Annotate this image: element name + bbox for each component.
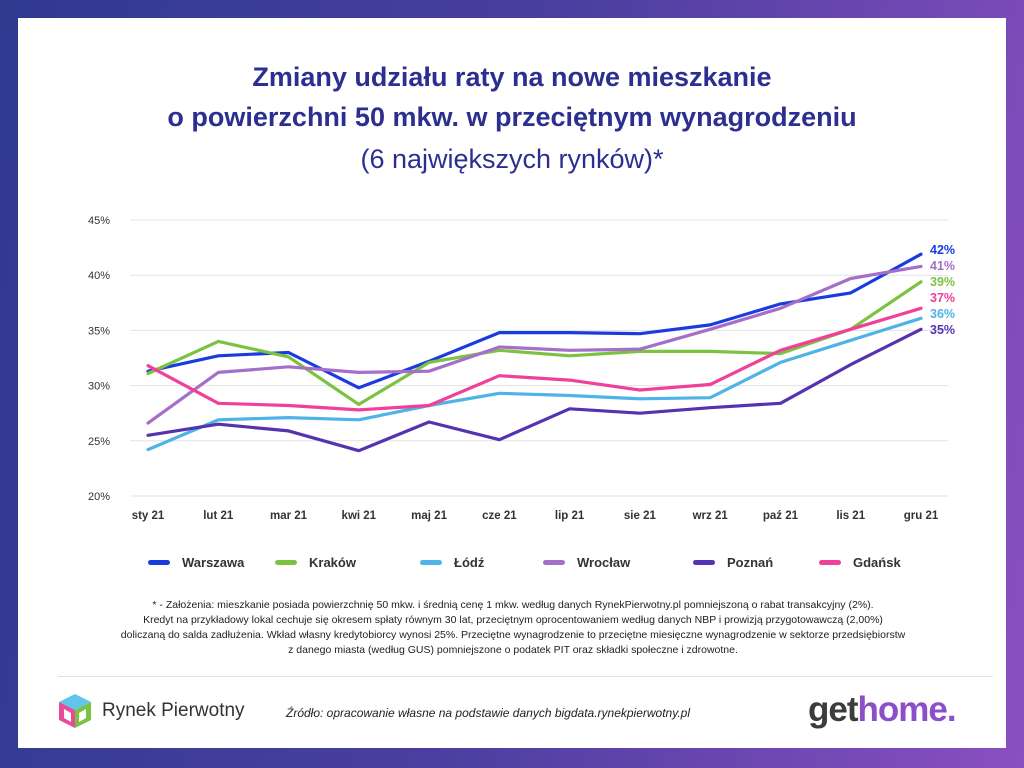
chart-title-line2: o powierzchni 50 mkw. w przeciętnym wyna…	[167, 102, 857, 132]
rynek-pierwotny-logo: Rynek Pierwotny	[56, 692, 245, 730]
legend-item: Poznań	[693, 555, 773, 570]
series-line-kraków	[146, 280, 923, 406]
legend-swatch	[693, 560, 715, 565]
logo-home-text: home.	[857, 690, 957, 729]
x-tick-label: lut 21	[203, 510, 234, 522]
x-tick-label: sty 21	[132, 510, 165, 522]
end-data-label: 37%	[930, 291, 955, 305]
series-line-wrocław	[146, 264, 923, 425]
y-tick-label: 20%	[88, 491, 110, 503]
chart-legend: Warszawa Kraków Łódź Wrocław Poznań Gdańsk	[148, 555, 908, 575]
x-tick-label: paź 21	[763, 510, 799, 522]
gethome-logo: gethome.	[808, 690, 957, 730]
legend-label: Warszawa	[182, 555, 245, 570]
y-tick-label: 35%	[88, 325, 110, 337]
line-chart: 20% 25% 30% 35% 40% 45% sty 21 lut 21 mar 21 kwi …	[88, 215, 955, 522]
legend-label: Poznań	[727, 555, 774, 570]
logo-get-text: get	[808, 690, 858, 729]
end-data-label: 42%	[930, 243, 955, 257]
footnote-line: z danego miasta (według GUS) pomniejszon…	[288, 644, 738, 656]
end-data-label: 36%	[930, 307, 955, 321]
series-line-gdańsk	[146, 306, 923, 412]
end-data-label: 39%	[930, 275, 955, 289]
divider	[58, 676, 993, 677]
legend-item: Gdańsk	[819, 555, 901, 570]
legend-label: Gdańsk	[853, 555, 901, 570]
source-note: Źródło: opracowanie własne na podstawie …	[286, 706, 691, 720]
legend-label: Łódź	[454, 555, 485, 570]
x-tick-label: wrz 21	[692, 510, 729, 522]
end-data-label: 41%	[930, 259, 955, 273]
footnote-line: doliczaną do salda zadłużenia. Wkład wła…	[120, 629, 906, 641]
y-tick-label: 25%	[88, 436, 110, 448]
end-data-label: 35%	[930, 323, 955, 337]
series-line-łódź	[146, 316, 923, 452]
chart-title-line1: Zmiany udziału raty na nowe mieszkanie	[252, 62, 772, 92]
y-tick-label: 40%	[88, 270, 110, 282]
legend-swatch	[420, 560, 442, 565]
legend-item: Łódź	[420, 555, 484, 570]
chart-subtitle: (6 największych rynków)*	[360, 144, 664, 174]
legend-item: Kraków	[275, 555, 356, 570]
x-tick-label: cze 21	[482, 510, 517, 522]
legend-swatch	[148, 560, 170, 565]
x-tick-label: lis 21	[836, 510, 865, 522]
footnote: * - Założenia: mieszkanie posiada powier…	[78, 598, 948, 658]
infographic-card: Zmiany udziału raty na nowe mieszkanie o…	[18, 18, 1006, 748]
legend-swatch	[543, 560, 565, 565]
legend-item: Wrocław	[543, 555, 630, 570]
y-tick-label: 45%	[88, 215, 110, 227]
legend-swatch	[275, 560, 297, 565]
x-tick-label: maj 21	[411, 510, 447, 522]
legend-label: Kraków	[309, 555, 356, 570]
x-tick-label: mar 21	[270, 510, 308, 522]
y-tick-label: 30%	[88, 381, 110, 393]
footnote-line: Kredyt na przykładowy lokal cechuje się …	[143, 614, 883, 626]
legend-swatch	[819, 560, 841, 565]
legend-item: Warszawa	[148, 555, 244, 570]
x-tick-label: kwi 21	[342, 510, 377, 522]
x-tick-label: sie 21	[624, 510, 657, 522]
x-tick-label: gru 21	[904, 510, 939, 522]
x-tick-label: lip 21	[555, 510, 585, 522]
series-line-poznań	[146, 327, 923, 453]
cube-logo-icon	[59, 694, 91, 728]
legend-label: Wrocław	[577, 555, 631, 570]
logo-text: Rynek Pierwotny	[102, 700, 245, 721]
footnote-line: * - Założenia: mieszkanie posiada powier…	[152, 599, 874, 611]
